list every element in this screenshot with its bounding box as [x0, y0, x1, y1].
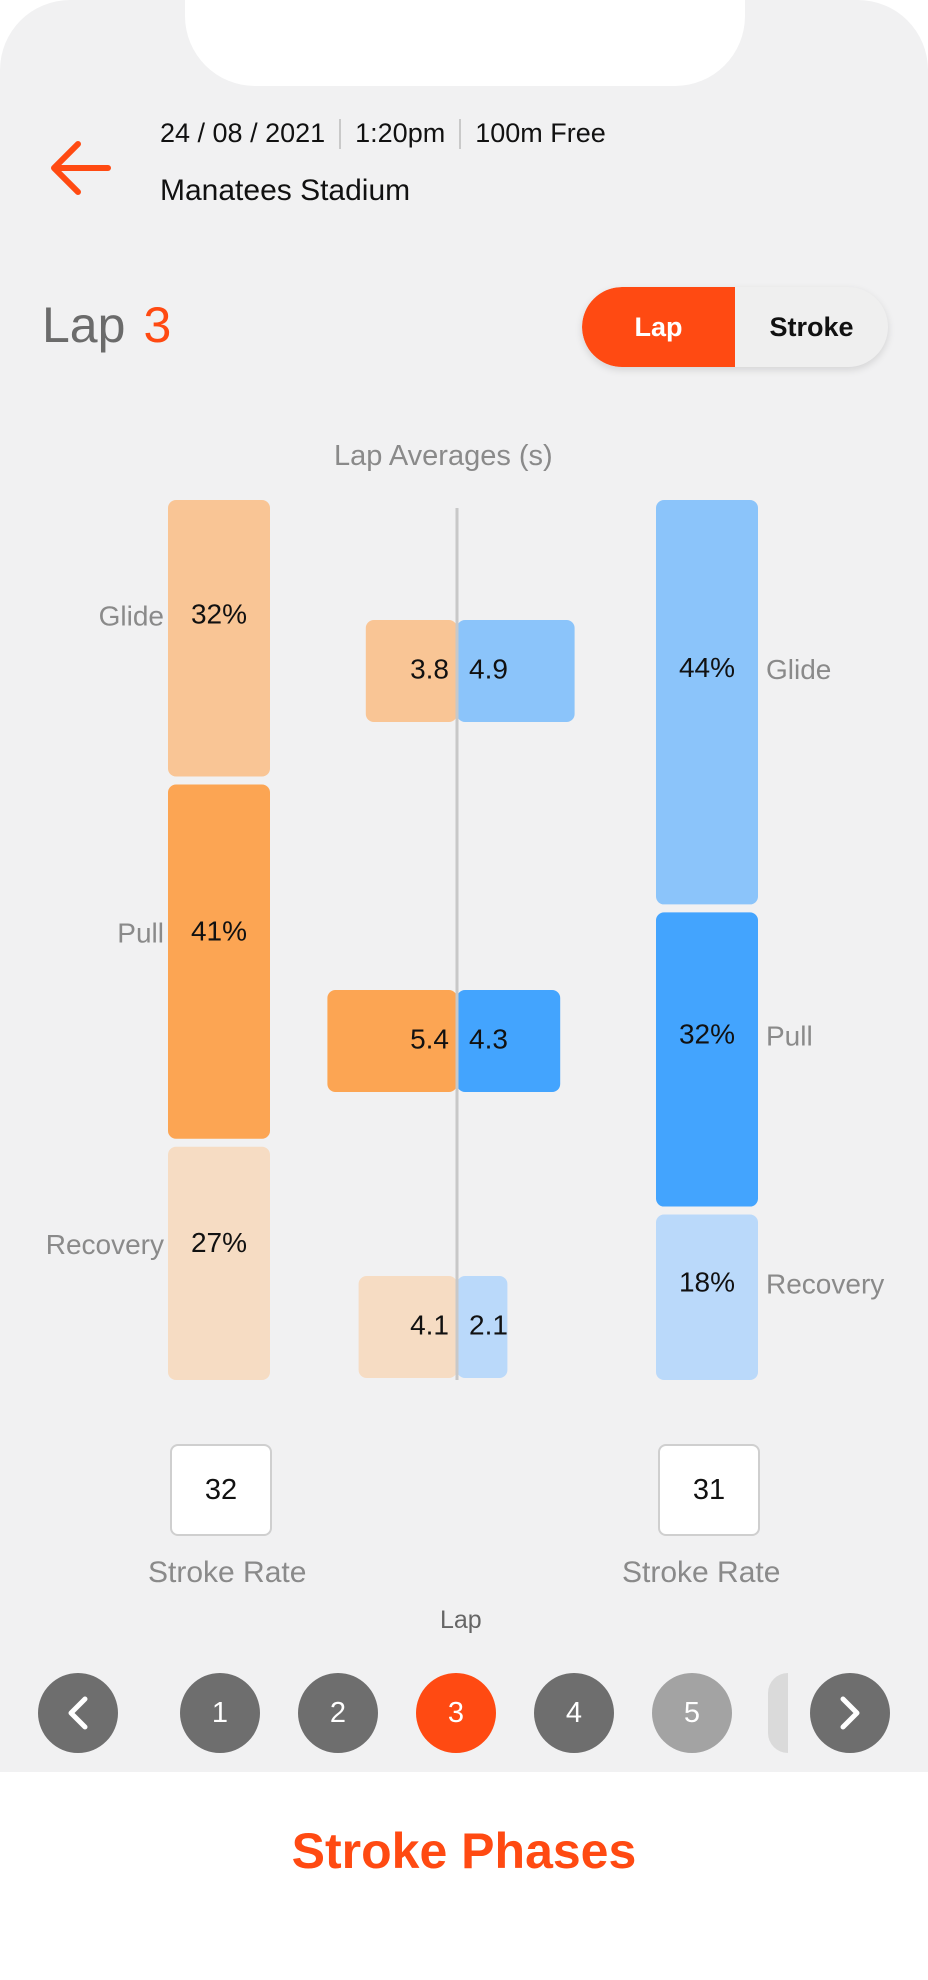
- toggle-stroke-button[interactable]: Stroke: [769, 311, 854, 342]
- right-seconds-bar-glide: [457, 620, 575, 722]
- right-seconds-bar-pull: [457, 990, 561, 1092]
- right-stroke-rate-value: 31: [658, 1444, 760, 1536]
- left-stack-percent-label: 32%: [191, 599, 247, 630]
- phone-screen: 24 / 08 / 2021 1:20pm 100m Free Manatees…: [0, 0, 928, 1772]
- right-stack-percent-label: 18%: [679, 1266, 735, 1297]
- left-stack-bar-pull: [168, 784, 270, 1139]
- right-phase-label: Pull: [766, 1020, 813, 1051]
- chevron-left-icon: [68, 1696, 88, 1730]
- left-phase-label: Pull: [117, 918, 164, 949]
- right-stroke-rate-label: Stroke Rate: [622, 1556, 781, 1589]
- session-venue: Manatees Stadium: [160, 174, 411, 207]
- left-stroke-rate-label: Stroke Rate: [148, 1556, 307, 1589]
- right-stack-bar-recovery: [656, 1214, 758, 1380]
- chart-title: Lap Averages (s): [334, 440, 553, 472]
- lap-title: Lap 3: [42, 296, 171, 354]
- right-stack-bar-glide: [656, 500, 758, 905]
- left-stack-percent-label: 27%: [191, 1227, 247, 1258]
- meta-divider: [339, 118, 342, 149]
- pager-caption: Lap: [440, 1606, 482, 1634]
- right-stack-bar-pull: [656, 912, 758, 1207]
- left-phase-label: Recovery: [46, 1229, 164, 1260]
- left-seconds-bar-pull: [327, 990, 457, 1092]
- right-phase-label: Glide: [766, 654, 831, 685]
- session-time: 1:20pm: [355, 118, 446, 148]
- session-date: 24 / 08 / 2021: [160, 118, 326, 148]
- lap-title-number: 3: [143, 297, 172, 353]
- right-seconds-bar-recovery: [457, 1276, 508, 1378]
- right-stack-percent-label: 44%: [679, 652, 735, 683]
- right-seconds-value: 2.1: [469, 1309, 508, 1340]
- right-phase-label: Recovery: [766, 1268, 884, 1299]
- right-seconds-value: 4.3: [469, 1023, 508, 1054]
- left-seconds-value: 4.1: [410, 1309, 449, 1340]
- lap-page-3[interactable]: 3: [416, 1673, 496, 1753]
- view-toggle: Lap Stroke: [582, 287, 888, 367]
- feature-title: Stroke Phases: [291, 1823, 637, 1879]
- right-stack-percent-label: 32%: [679, 1018, 735, 1049]
- session-event: 100m Free: [475, 118, 606, 148]
- left-seconds-bar-recovery: [358, 1276, 457, 1378]
- lap-page-4[interactable]: 4: [534, 1673, 614, 1753]
- lap-page-2[interactable]: 2: [298, 1673, 378, 1753]
- left-phase-label: Glide: [99, 601, 164, 632]
- right-seconds-value: 4.9: [469, 653, 508, 684]
- next-lap-button[interactable]: [810, 1673, 890, 1753]
- phone-notch: [185, 0, 745, 86]
- session-meta: 24 / 08 / 2021 1:20pm 100m Free: [160, 118, 606, 149]
- chevron-right-icon: [840, 1696, 860, 1730]
- prev-lap-button[interactable]: [38, 1673, 118, 1753]
- left-stack-bar-glide: [168, 500, 270, 777]
- lap-title-label: Lap: [42, 297, 126, 353]
- meta-divider: [459, 118, 462, 149]
- stroke-phase-chart: 32% Glide 41% Pull 27% Recovery 44% Glide 32% Pul…: [46, 500, 884, 1380]
- lap-page-1[interactable]: 1: [180, 1673, 260, 1753]
- left-stack-bar-recovery: [168, 1146, 270, 1380]
- left-stroke-rate-value: 32: [170, 1444, 272, 1536]
- lap-page-5[interactable]: 5: [652, 1673, 732, 1753]
- pager-overflow-item: [768, 1673, 788, 1753]
- left-seconds-value: 5.4: [410, 1023, 449, 1054]
- left-stack-percent-label: 41%: [191, 916, 247, 947]
- toggle-lap-button[interactable]: Lap: [582, 287, 735, 367]
- back-arrow-icon[interactable]: [48, 138, 114, 198]
- left-seconds-bar-glide: [365, 620, 457, 722]
- left-seconds-value: 3.8: [410, 653, 449, 684]
